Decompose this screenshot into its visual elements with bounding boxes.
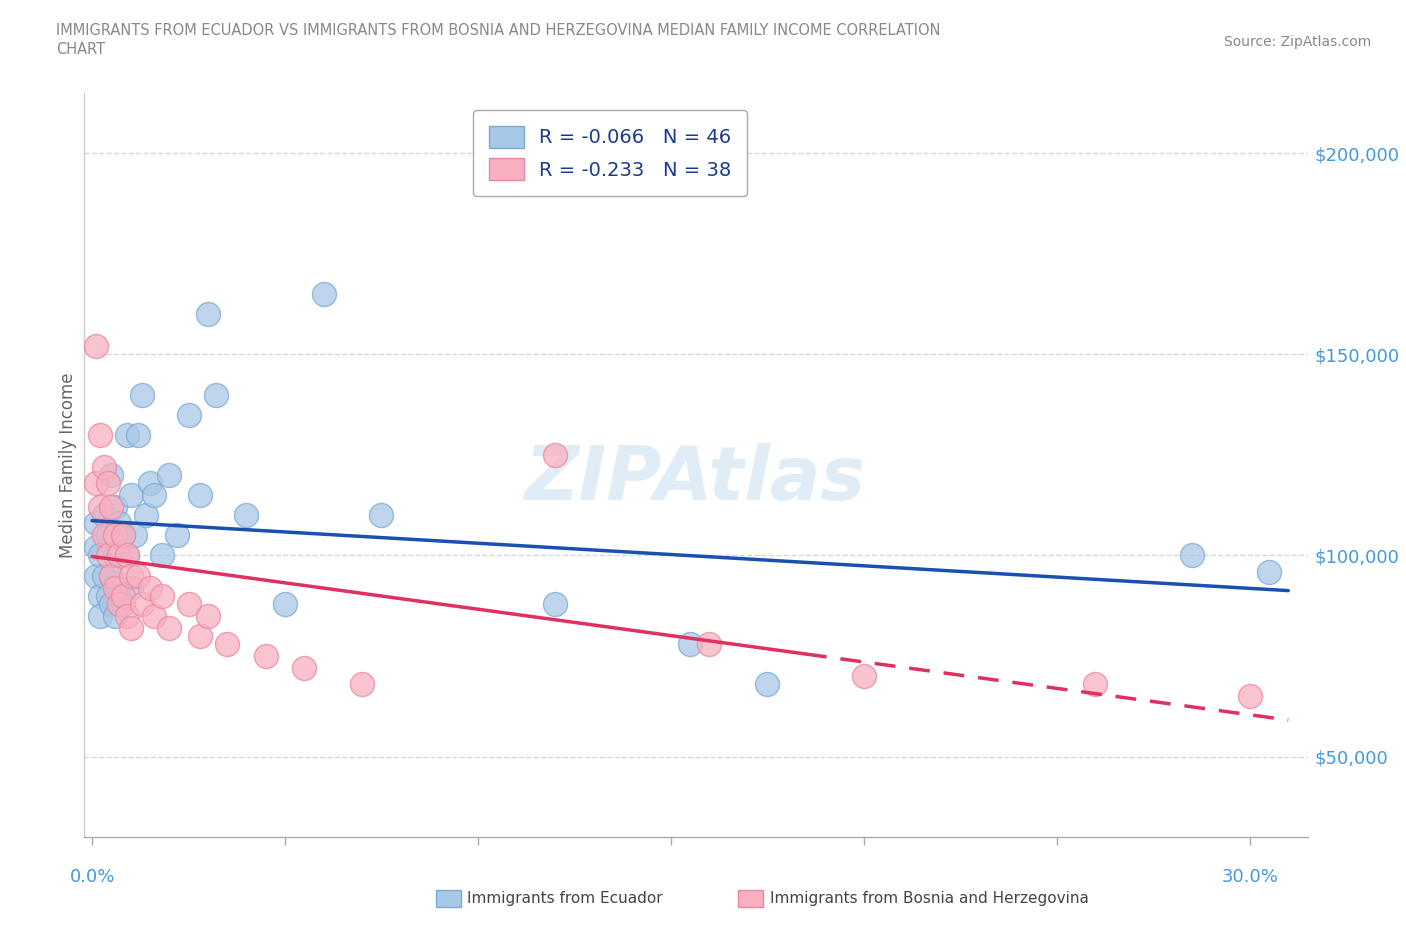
Point: [96, 475, 118, 490]
Point: [120, 580, 142, 595]
Point: [312, 286, 335, 301]
Point: [197, 608, 219, 623]
Point: [292, 660, 315, 675]
Point: [150, 589, 173, 604]
Point: [177, 407, 200, 422]
Point: [699, 636, 721, 651]
Point: [679, 636, 702, 651]
Point: [166, 528, 188, 543]
Point: [370, 508, 392, 523]
Point: [544, 596, 567, 611]
Point: [120, 568, 142, 583]
Text: Immigrants from Bosnia and Herzegovina: Immigrants from Bosnia and Herzegovina: [770, 891, 1090, 906]
Point: [197, 307, 219, 322]
Point: [135, 508, 157, 523]
Point: [104, 548, 127, 563]
Point: [89, 608, 111, 623]
Point: [544, 447, 567, 462]
Point: [111, 528, 134, 543]
Point: [157, 468, 180, 483]
Point: [108, 548, 131, 563]
Point: [111, 596, 134, 611]
Point: [104, 580, 127, 595]
Text: 30.0%: 30.0%: [1222, 868, 1278, 885]
Point: [188, 629, 211, 644]
Point: [1258, 565, 1281, 579]
Point: [142, 487, 165, 502]
Point: [139, 580, 162, 595]
Point: [1239, 689, 1261, 704]
Point: [120, 620, 142, 635]
Point: [124, 528, 146, 543]
Point: [127, 428, 149, 443]
Point: [115, 428, 138, 443]
Point: [217, 636, 239, 651]
Point: [84, 475, 107, 490]
Point: [108, 516, 131, 531]
Point: [93, 508, 115, 523]
Point: [100, 568, 122, 583]
Point: [254, 648, 277, 663]
Point: [84, 568, 107, 583]
Point: [756, 677, 779, 692]
Point: [84, 516, 107, 531]
Point: [157, 620, 180, 635]
Point: [89, 428, 111, 443]
Point: [111, 589, 134, 604]
Legend: R = -0.066   N = 46, R = -0.233   N = 38: R = -0.066 N = 46, R = -0.233 N = 38: [474, 110, 748, 196]
Point: [84, 540, 107, 555]
Point: [100, 468, 122, 483]
Point: [150, 548, 173, 563]
Point: [104, 608, 127, 623]
Point: [89, 548, 111, 563]
Point: [89, 589, 111, 604]
Point: [235, 508, 257, 523]
Text: 0.0%: 0.0%: [69, 868, 115, 885]
Text: ZIPAtlas: ZIPAtlas: [526, 444, 866, 516]
Point: [93, 528, 115, 543]
Point: [100, 499, 122, 514]
Point: [131, 387, 153, 402]
Text: Immigrants from Ecuador: Immigrants from Ecuador: [467, 891, 662, 906]
Point: [96, 548, 118, 563]
Point: [177, 596, 200, 611]
Point: [84, 339, 107, 353]
Point: [1084, 677, 1107, 692]
Point: [120, 487, 142, 502]
Point: [131, 596, 153, 611]
Point: [108, 596, 131, 611]
Point: [139, 475, 162, 490]
Point: [93, 459, 115, 474]
Point: [115, 548, 138, 563]
Point: [852, 669, 875, 684]
Point: [274, 596, 297, 611]
Point: [96, 528, 118, 543]
Point: [188, 487, 211, 502]
Point: [127, 568, 149, 583]
Point: [100, 596, 122, 611]
Point: [104, 499, 127, 514]
Text: CHART: CHART: [56, 42, 105, 57]
Text: Source: ZipAtlas.com: Source: ZipAtlas.com: [1223, 35, 1371, 49]
Text: IMMIGRANTS FROM ECUADOR VS IMMIGRANTS FROM BOSNIA AND HERZEGOVINA MEDIAN FAMILY : IMMIGRANTS FROM ECUADOR VS IMMIGRANTS FR…: [56, 23, 941, 38]
Point: [204, 387, 226, 402]
Point: [89, 499, 111, 514]
Point: [108, 580, 131, 595]
Point: [115, 608, 138, 623]
Point: [1181, 548, 1204, 563]
Point: [96, 589, 118, 604]
Point: [352, 677, 374, 692]
Y-axis label: Median Family Income: Median Family Income: [59, 372, 77, 558]
Point: [100, 568, 122, 583]
Point: [142, 608, 165, 623]
Point: [104, 528, 127, 543]
Point: [111, 528, 134, 543]
Point: [93, 568, 115, 583]
Point: [115, 548, 138, 563]
